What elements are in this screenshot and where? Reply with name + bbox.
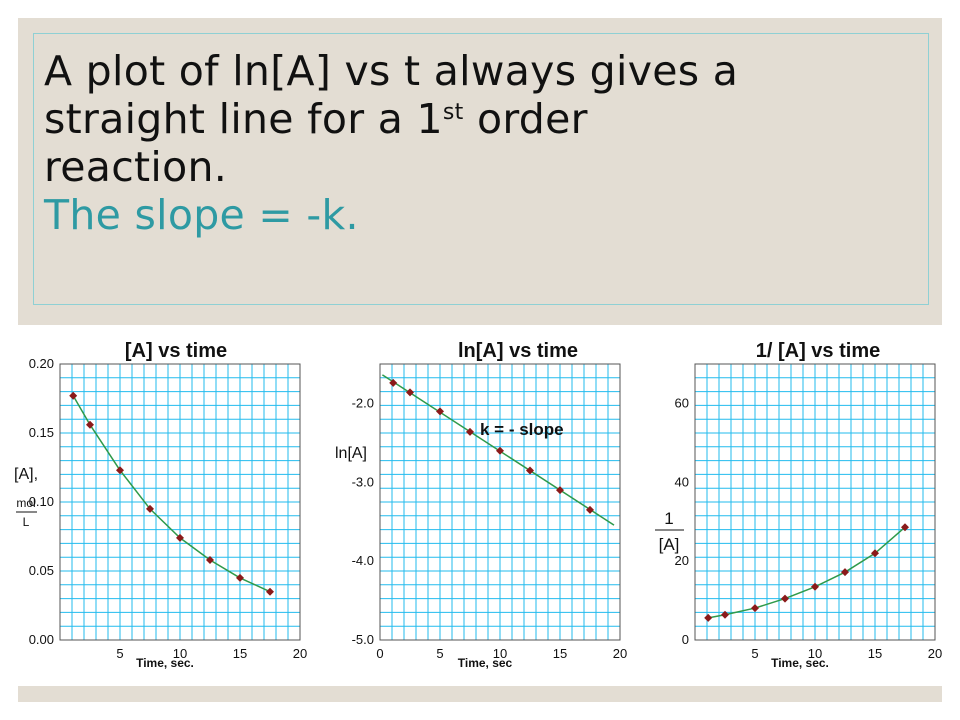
title-line-3: reaction.	[44, 142, 228, 191]
x-tick-label: 10	[808, 646, 822, 661]
x-tick-label: 0	[376, 646, 383, 661]
chart-title: [A] vs time	[125, 340, 227, 362]
x-tick-label: 10	[173, 646, 187, 661]
y-axis-label: ln[A]	[335, 445, 367, 462]
grid	[59, 363, 301, 641]
data-point	[841, 568, 849, 577]
chart-1: [A] vs time 5 10 15 20 Time, sec. 0.00 0.05 0.10…	[14, 340, 307, 670]
x-tick-label: 15	[868, 646, 882, 661]
chart-title: 1/ [A] vs time	[756, 340, 880, 362]
x-tick-label: 20	[293, 646, 307, 661]
y-axis-label: [A],	[14, 466, 38, 483]
data-point	[751, 604, 759, 613]
y-tick-label: 0.00	[29, 632, 54, 647]
data-point	[176, 533, 184, 542]
data-point	[116, 466, 124, 475]
data-point	[206, 555, 214, 564]
ordinal-suffix: st	[442, 99, 464, 125]
x-tick-label: 5	[751, 646, 758, 661]
data-point	[466, 427, 474, 436]
footer-band	[18, 686, 942, 702]
data-point	[69, 391, 78, 400]
grid	[694, 363, 936, 641]
slope-statement: The slope = -k.	[44, 190, 359, 239]
slope-annotation: k = - slope	[480, 420, 564, 439]
title-line-1: A plot of ln[A] vs t always gives a	[44, 47, 739, 95]
data-point	[704, 613, 713, 622]
y-tick-label: 60	[675, 395, 689, 410]
data-point	[406, 388, 414, 397]
x-axis-label: Time, sec	[458, 656, 513, 670]
y-tick-label: 0.10	[29, 494, 54, 509]
data-point	[781, 594, 789, 603]
chart-3: 1/ [A] vs time 5 10 15 20 Time, sec. 0 20 40 60 1 […	[655, 340, 942, 670]
y-tick-label: 40	[675, 474, 689, 489]
y-tick-label: -3.0	[352, 474, 374, 489]
data-point	[236, 573, 244, 582]
y-tick-label: 20	[675, 553, 689, 568]
chart-2: ln[A] vs time 0 5 10 15 20 Time, sec -2.0 -3.0 -4…	[335, 340, 627, 670]
title-line-2-pre: straight line for a 1	[44, 94, 443, 143]
data-point	[871, 549, 879, 558]
grid	[379, 363, 621, 641]
y-tick-label: -4.0	[352, 553, 374, 568]
data-point	[811, 582, 819, 591]
y-axis-label-den: L	[23, 515, 30, 529]
data-point	[436, 407, 444, 416]
y-tick-label: 0	[682, 632, 689, 647]
x-tick-label: 20	[928, 646, 942, 661]
y-axis-label-den: [A]	[659, 535, 680, 554]
plot-frame	[694, 363, 936, 641]
y-tick-label: 0.15	[29, 425, 54, 440]
y-axis-label-num: mol	[16, 496, 35, 510]
title-frame	[33, 33, 929, 305]
title-line-2: straight line for a 1st order	[44, 94, 924, 144]
series-line	[72, 395, 271, 593]
title-band	[18, 18, 942, 325]
plot-frame	[59, 363, 301, 641]
title-line-2-post: order	[463, 94, 588, 143]
y-tick-label: 0.20	[29, 356, 54, 371]
data-point	[496, 446, 504, 455]
x-axis-label: Time, sec.	[136, 656, 194, 670]
x-tick-label: 5	[116, 646, 123, 661]
chart-title: ln[A] vs time	[458, 340, 578, 362]
x-tick-label: 5	[436, 646, 443, 661]
x-tick-label: 15	[233, 646, 247, 661]
data-point	[556, 486, 564, 495]
y-tick-label: 0.05	[29, 563, 54, 578]
x-tick-label: 10	[493, 646, 507, 661]
data-point	[389, 378, 398, 387]
y-tick-label: -2.0	[352, 395, 374, 410]
x-tick-label: 15	[553, 646, 567, 661]
data-point	[146, 504, 154, 513]
data-point	[266, 587, 274, 596]
data-point	[586, 505, 594, 514]
y-axis-label-num: 1	[664, 509, 673, 528]
y-tick-label: -5.0	[352, 632, 374, 647]
data-point	[721, 610, 729, 619]
series-line	[708, 526, 906, 619]
data-point	[526, 466, 534, 475]
x-tick-label: 20	[613, 646, 627, 661]
x-axis-label: Time, sec.	[771, 656, 829, 670]
data-point	[901, 523, 909, 532]
slide-title: A plot of ln[A] vs t always gives a stra…	[44, 47, 924, 240]
data-point	[86, 420, 94, 429]
plot-frame	[379, 363, 621, 641]
